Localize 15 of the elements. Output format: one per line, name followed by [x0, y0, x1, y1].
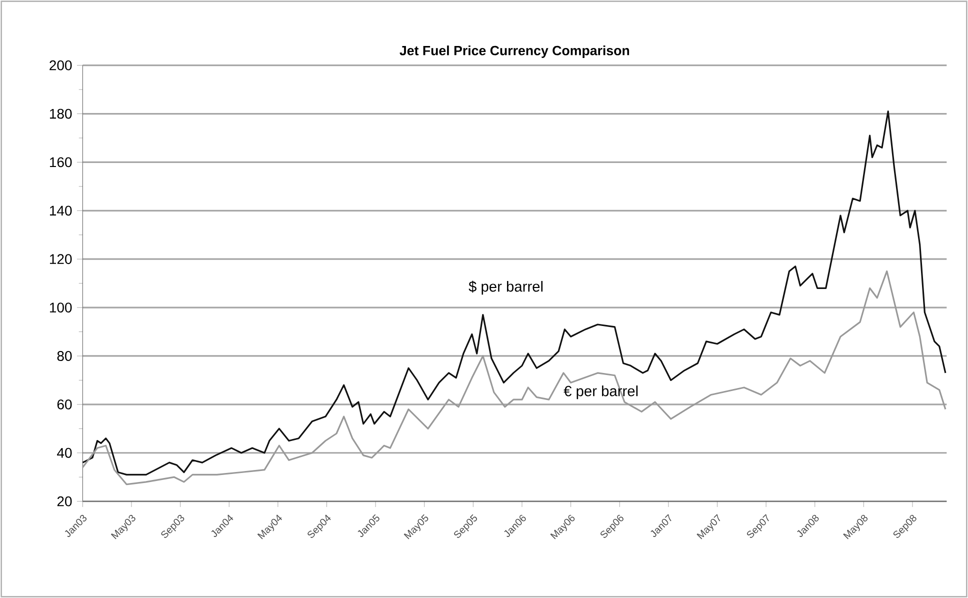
- chart-title: Jet Fuel Price Currency Comparison: [400, 46, 630, 58]
- y-tick-label: 20: [57, 496, 72, 506]
- line-series: [82, 270, 946, 486]
- y-tick-label: 80: [57, 351, 72, 361]
- series-label: $ per barrel: [468, 280, 543, 295]
- y-tick-label: 180: [50, 108, 72, 119]
- line-series: [82, 110, 946, 476]
- y-tick-label: 120: [50, 254, 72, 264]
- y-tick-label: 100: [50, 302, 72, 313]
- y-tick-label: 140: [50, 206, 72, 216]
- y-tick-label: 160: [50, 157, 72, 168]
- y-tick-label: 200: [50, 60, 72, 70]
- series-label: € per barrel: [564, 385, 638, 400]
- y-tick-label: 60: [57, 399, 72, 410]
- y-tick-label: 40: [57, 448, 72, 458]
